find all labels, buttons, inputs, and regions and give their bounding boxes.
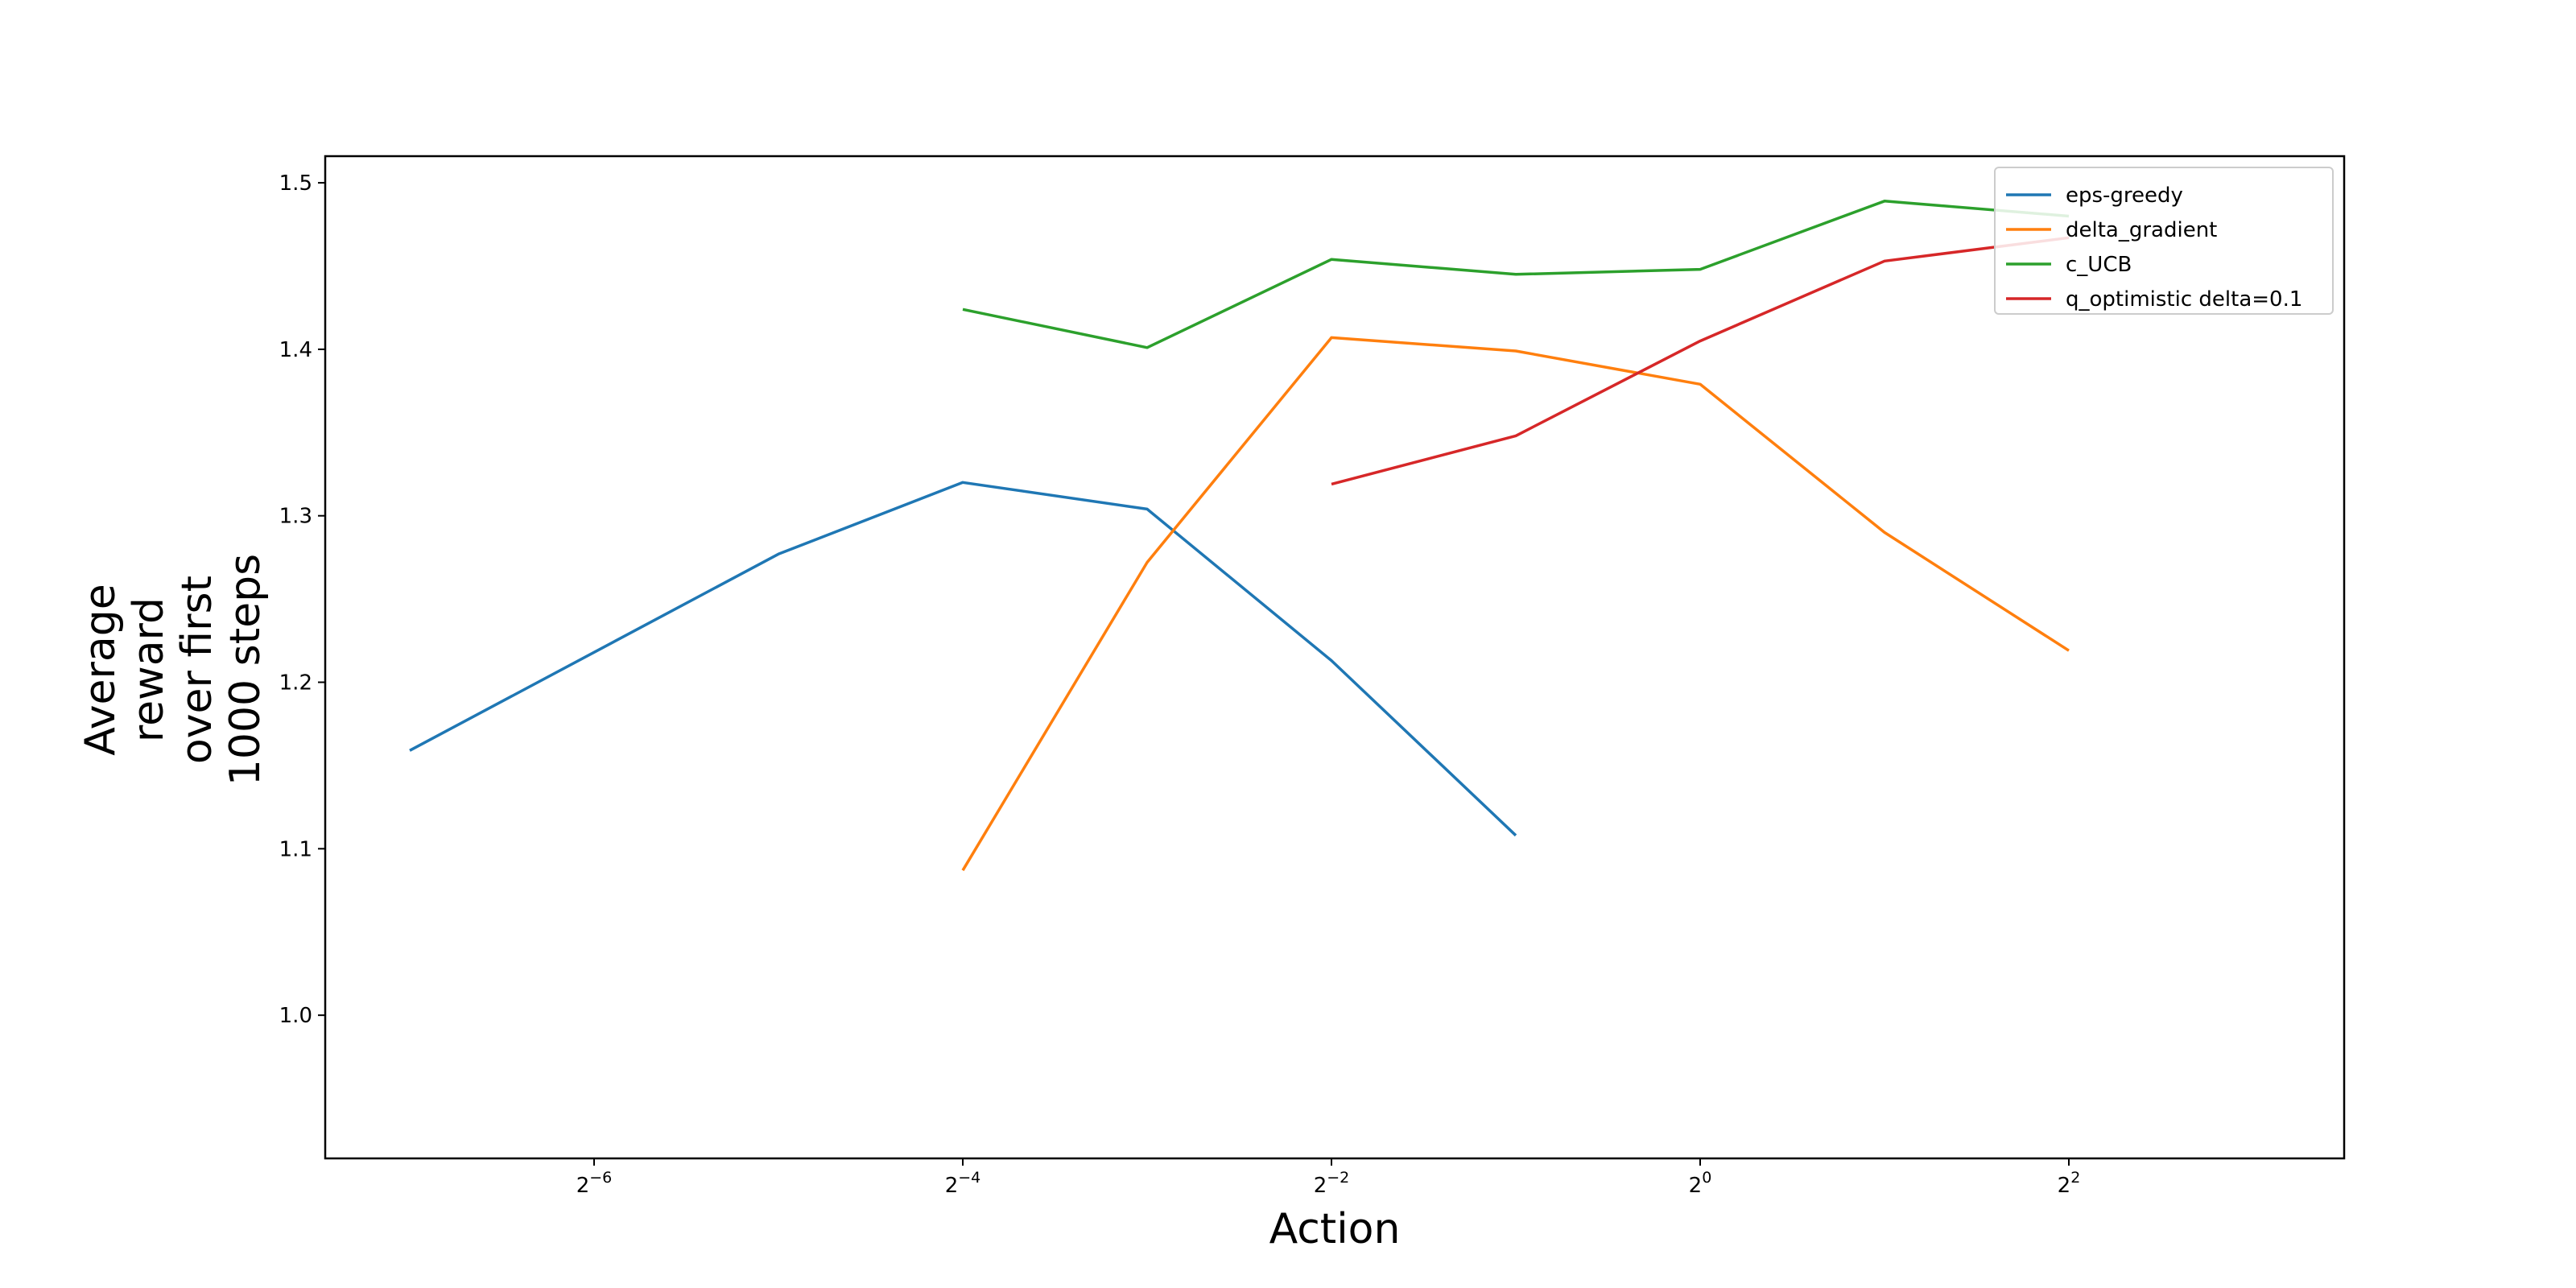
y-axis-title-text: Averagerewardover first1000 steps (76, 554, 270, 786)
series-line-1 (409, 481, 1517, 837)
series-group (409, 200, 2070, 872)
y-axis-title: Averagerewardover first1000 steps (76, 554, 270, 786)
series-line-2 (961, 336, 2070, 872)
legend-box (1994, 167, 2334, 315)
y-tick-label: 1.0 (279, 1004, 312, 1028)
y-tick-label: 1.4 (279, 338, 312, 362)
y-axis: 1.0 1.1 1.2 1.3 1.4 1.5 (279, 171, 325, 1028)
series-line-4 (1331, 236, 2070, 486)
series-line-3 (962, 200, 2070, 349)
legend-label-1: eps-greedy (2066, 184, 2183, 208)
x-tick-label: 20 (1689, 1169, 1712, 1198)
legend: eps-greedy delta_gradient c_UCB q_optimisti… (1994, 167, 2334, 315)
x-tick-label: 2−4 (945, 1169, 981, 1198)
y-tick-label: 1.2 (279, 671, 312, 696)
legend-label-4: q_optimistic delta=0.1 (2066, 287, 2302, 312)
legend-label-3: c_UCB (2066, 253, 2132, 277)
legend-label-2: delta_gradient (2066, 218, 2217, 242)
x-axis-title: Action (1269, 1205, 1401, 1253)
y-tick-label: 1.1 (279, 837, 312, 861)
x-tick-label: 2−2 (1314, 1169, 1350, 1198)
y-tick-label: 1.3 (279, 505, 312, 529)
x-tick-label: 2−6 (576, 1169, 613, 1198)
plot-frame (324, 155, 2346, 1160)
x-tick-label: 22 (2058, 1169, 2081, 1198)
x-axis: 2−6 2−4 2−2 20 22 (576, 1158, 2081, 1198)
y-tick-label: 1.5 (279, 171, 312, 196)
